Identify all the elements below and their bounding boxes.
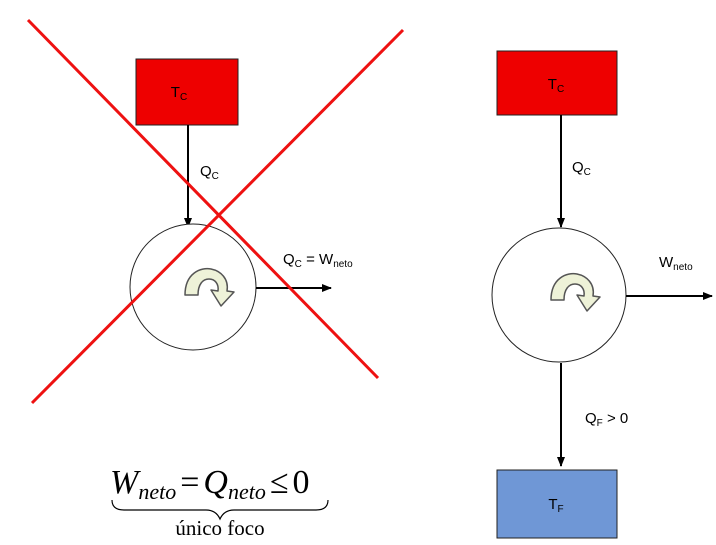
equation-expression: Wneto = Qneto ≤0 xyxy=(110,464,310,504)
left-heat-in-label: QC xyxy=(200,163,219,182)
cold-reservoir xyxy=(496,469,618,539)
right-work-out-label: Wneto xyxy=(659,254,693,273)
left-hot-reservoir-label: TC xyxy=(171,84,187,103)
equation: Wneto = Qneto ≤0 único foco xyxy=(110,464,329,540)
brace-label: único foco xyxy=(175,516,264,540)
left-output-label: QC = Wneto xyxy=(283,251,353,270)
underbrace xyxy=(111,499,329,521)
cold-reservoir-label: TF xyxy=(548,496,563,515)
left-hot-reservoir xyxy=(135,58,239,126)
right-engine: TC QC Wneto QF > 0 TF xyxy=(491,50,713,539)
cycle-arrow-icon xyxy=(184,267,235,307)
right-hot-reservoir xyxy=(496,50,618,116)
left-engine: TC QC QC = Wneto xyxy=(26,18,405,405)
right-heat-in-label: QC xyxy=(572,159,591,178)
cross-out-mark xyxy=(26,18,405,405)
cycle-arrow-icon xyxy=(550,272,601,312)
right-hot-reservoir-label: TC xyxy=(548,76,564,95)
right-heat-out-label: QF > 0 xyxy=(585,410,628,429)
